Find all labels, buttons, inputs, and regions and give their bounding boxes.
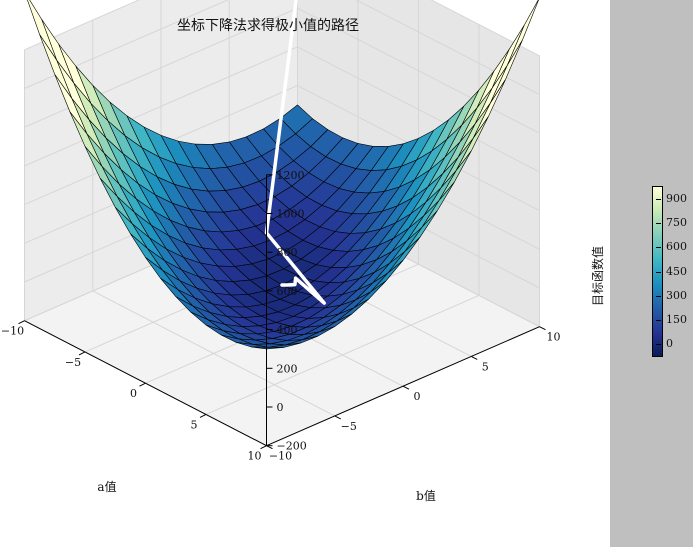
x-tick-label: 5: [191, 418, 198, 431]
x-tick: [260, 445, 267, 450]
x-tick-label: −10: [1, 325, 24, 338]
side-panel: [610, 0, 693, 547]
z-tick-label: −200: [277, 440, 307, 453]
y-tick-label: −10: [269, 450, 292, 463]
colorbar-tick-label: 900: [666, 192, 687, 206]
grid-line: [24, 7, 540, 134]
grid-line: [24, 0, 540, 57]
z-tick-label: 400: [277, 324, 298, 337]
colorbar-tick-label: 450: [666, 264, 687, 278]
x-axis-label: a值: [97, 479, 116, 494]
surface-chart[interactable]: −10 −5 0 5 10 −10 −5 0 5 10 −200 0 200 400 600 800 1000 1…: [0, 0, 610, 547]
x-tick: [139, 382, 146, 387]
y-tick-label: 5: [482, 360, 489, 373]
z-tick-label: 1200: [277, 169, 305, 182]
colorbar-tick: [656, 199, 661, 201]
y-tick: [471, 356, 478, 360]
plot-area: −10 −5 0 5 10 −10 −5 0 5 10 −200 0 200 400 600 800 1000 1…: [0, 0, 610, 547]
y-tick-label: −5: [341, 420, 357, 433]
z-tick-label: 800: [277, 246, 298, 259]
colorbar-tick: [656, 343, 661, 345]
y-tick-label: 10: [547, 331, 561, 344]
y-tick: [539, 326, 546, 331]
z-axis-label: 目标函数值: [590, 246, 605, 306]
colorbar-tick-label: 0: [666, 336, 673, 350]
colorbar-tick: [656, 247, 661, 249]
x-tick-label: −5: [65, 356, 81, 369]
surface-patch: [251, 346, 284, 350]
chart-title: 坐标下降法求得极小值的路径: [177, 17, 359, 34]
x-tick: [18, 320, 25, 325]
surface-mesh: [27, 0, 539, 350]
axis-ticks: −10 −5 0 5 10 −10 −5 0 5 10 −200 0 200 400 600 800 1000 1…: [1, 169, 561, 463]
x-tick-label: 0: [130, 387, 137, 400]
y-tick: [334, 415, 341, 420]
colorbar-tick-label: 150: [666, 312, 687, 326]
z-tick-label: 0: [277, 401, 284, 414]
colorbar-tick-label: 750: [666, 216, 687, 230]
colorbar-tick: [656, 295, 661, 297]
colorbar-tick: [656, 319, 661, 321]
y-tick: [402, 385, 410, 390]
x-tick: [199, 414, 207, 418]
colorbar-tick-label: 600: [666, 240, 687, 254]
z-tick-label: 600: [277, 285, 298, 298]
grid-line: [205, 294, 480, 415]
x-tick-label: 10: [248, 450, 262, 463]
x-tick: [78, 351, 86, 356]
colorbar-tick-label: 300: [666, 288, 687, 302]
z-tick-label: 1000: [277, 208, 305, 221]
z-tick-label: 200: [277, 362, 298, 375]
colorbar-tick: [656, 271, 661, 273]
grid-line: [24, 0, 540, 95]
colorbar-tick: [656, 223, 661, 225]
y-axis-label: b值: [416, 488, 436, 503]
y-tick-label: 0: [414, 390, 421, 403]
